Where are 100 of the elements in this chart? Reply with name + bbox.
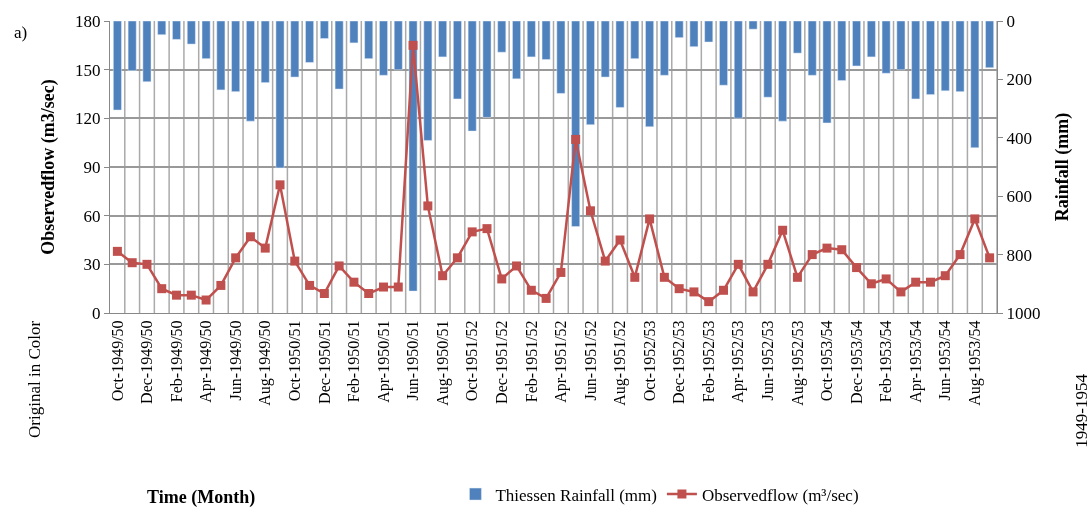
- legend-label: Observedflow (m³/sec): [701, 485, 859, 505]
- bar: [852, 21, 861, 67]
- bar: [364, 21, 374, 59]
- point: [733, 259, 743, 269]
- point: [925, 277, 935, 287]
- x-tick-label: Feb-1952/53: [699, 320, 717, 403]
- x-tick-label: Jun-1950/51: [404, 320, 422, 401]
- point: [807, 250, 817, 260]
- x-tick-label: Aug-1951/52: [611, 320, 630, 406]
- point: [275, 180, 285, 190]
- x-tick-label: Feb-1953/54: [877, 320, 895, 403]
- bar: [926, 21, 935, 95]
- y-tick-label: 150: [75, 60, 101, 80]
- x-tick-label: Feb-1950/51: [345, 320, 363, 403]
- bar: [970, 21, 980, 148]
- bar: [674, 21, 684, 38]
- x-tick-label: Apr-1953/54: [906, 320, 925, 403]
- x-tick-label: Aug-1950/51: [433, 320, 452, 406]
- point: [378, 282, 388, 292]
- bar: [305, 21, 314, 63]
- point: [911, 277, 921, 287]
- x-tick-label: Aug-1952/53: [788, 320, 807, 406]
- bar: [216, 21, 226, 91]
- point: [467, 227, 477, 237]
- point: [526, 285, 536, 295]
- x-tick-label: Dec-1952/53: [670, 320, 688, 404]
- point: [852, 263, 862, 273]
- bar: [142, 21, 152, 82]
- x-tick-label: Feb-1951/52: [522, 320, 540, 403]
- point: [763, 259, 773, 269]
- bar: [113, 21, 122, 111]
- point: [645, 214, 655, 224]
- bar: [615, 21, 625, 108]
- y-tick-label: 120: [75, 109, 101, 129]
- point: [172, 290, 182, 300]
- point: [157, 284, 167, 294]
- x-tick-label: Aug-1953/54: [966, 320, 985, 406]
- bar: [940, 21, 950, 92]
- point: [201, 295, 211, 305]
- bar: [793, 21, 802, 54]
- point: [512, 261, 522, 271]
- point: [719, 285, 729, 295]
- point: [778, 225, 788, 235]
- bar: [201, 21, 211, 59]
- point: [792, 272, 802, 282]
- x-tick-label: Oct-1949/50: [108, 320, 126, 402]
- y-tick-label: 0: [92, 303, 101, 323]
- bar: [482, 21, 492, 118]
- point: [881, 274, 891, 284]
- point: [955, 250, 965, 260]
- point: [985, 253, 995, 263]
- bar: [393, 21, 403, 71]
- point: [615, 235, 625, 245]
- bar: [541, 21, 551, 60]
- bar: [186, 21, 196, 45]
- y2-tick-label: 600: [1006, 187, 1032, 207]
- bar: [763, 21, 773, 98]
- bar: [660, 21, 669, 76]
- point: [393, 282, 403, 292]
- point: [408, 40, 418, 50]
- bar: [807, 21, 817, 76]
- point: [630, 272, 640, 282]
- bar: [334, 21, 344, 90]
- bar: [453, 21, 462, 100]
- y-axis-title: Observedflow (m3/sec): [38, 79, 60, 255]
- x-tick-label: Jun-1953/54: [936, 320, 954, 401]
- point: [438, 271, 448, 281]
- y2-tick-label: 400: [1006, 128, 1032, 148]
- point: [600, 256, 610, 266]
- point: [689, 287, 699, 297]
- bar: [231, 21, 240, 92]
- bar: [719, 21, 728, 86]
- point: [748, 287, 758, 297]
- x-tick-label: Dec-1953/54: [847, 320, 865, 404]
- bar: [881, 21, 891, 74]
- x-tick-label: Jun-1951/52: [581, 320, 599, 401]
- point: [127, 258, 137, 268]
- bar: [497, 21, 507, 53]
- bar: [172, 21, 181, 40]
- y-tick-label: 180: [75, 11, 101, 31]
- point: [260, 243, 270, 253]
- bar: [438, 21, 447, 58]
- x-tick-label: Dec-1951/52: [492, 320, 510, 404]
- point: [822, 243, 832, 253]
- x-tick-label: Oct-1953/54: [818, 320, 836, 402]
- y-tick-label: 60: [83, 206, 101, 226]
- x-tick-label: Apr-1949/50: [197, 320, 216, 403]
- bar: [527, 21, 536, 58]
- y-tick-label: 30: [83, 255, 101, 275]
- y2-tick-label: 200: [1006, 70, 1032, 90]
- bar: [645, 21, 654, 127]
- point: [364, 289, 374, 299]
- point: [541, 293, 551, 303]
- point: [659, 272, 669, 282]
- point: [482, 224, 492, 234]
- bar: [955, 21, 965, 92]
- bar: [689, 21, 699, 47]
- bar: [290, 21, 300, 78]
- point: [556, 267, 566, 277]
- bar: [260, 21, 270, 83]
